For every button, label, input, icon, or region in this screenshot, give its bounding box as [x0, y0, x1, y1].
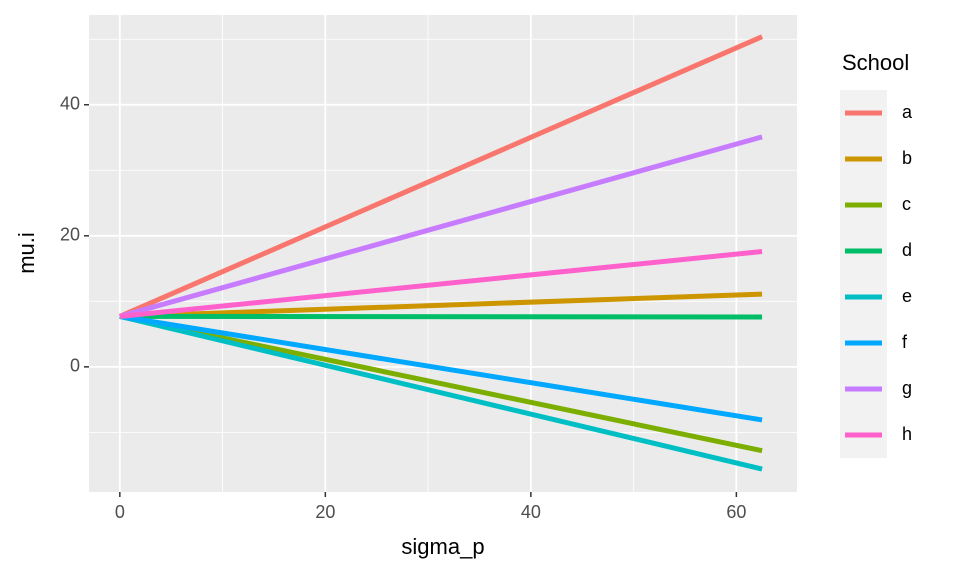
legend-label: e	[902, 286, 912, 306]
series-line	[119, 249, 763, 319]
y-tick-label: 0	[70, 356, 80, 376]
x-tick-label: 40	[521, 502, 541, 522]
legend-label: h	[902, 424, 912, 444]
legend-label: c	[902, 194, 911, 214]
series-line	[119, 313, 763, 320]
legend-label: g	[902, 378, 912, 398]
panel	[89, 15, 797, 492]
legend-label: b	[902, 148, 912, 168]
y-tick-label: 20	[60, 225, 80, 245]
x-tick-label: 0	[115, 502, 125, 522]
x-axis-title: sigma_p	[401, 534, 484, 559]
legend-title: School	[842, 50, 909, 75]
series-line	[119, 291, 763, 319]
series-line	[119, 313, 763, 423]
legend-label: d	[902, 240, 912, 260]
series-line	[119, 134, 763, 319]
legend-label: f	[902, 332, 908, 352]
legend-box	[840, 90, 887, 458]
series-line	[119, 313, 763, 472]
y-tick-label: 40	[60, 94, 80, 114]
x-tick-label: 20	[315, 502, 335, 522]
series-line	[119, 313, 763, 454]
y-axis-title: mu.i	[14, 232, 39, 274]
x-tick-label: 60	[726, 502, 746, 522]
series-line	[118, 34, 764, 319]
legend-label: a	[902, 102, 913, 122]
